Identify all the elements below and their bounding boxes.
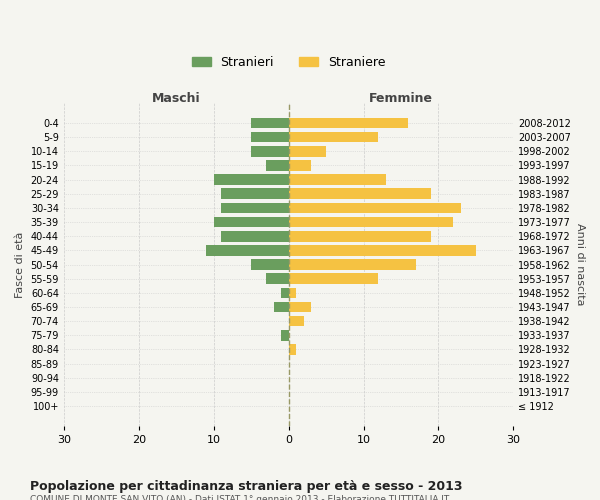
Bar <box>206 245 289 256</box>
Y-axis label: Fasce di età: Fasce di età <box>15 232 25 298</box>
Text: Maschi: Maschi <box>152 92 200 104</box>
Text: COMUNE DI MONTE SAN VITO (AN) - Dati ISTAT 1° gennaio 2013 - Elaborazione TUTTIT: COMUNE DI MONTE SAN VITO (AN) - Dati IST… <box>30 495 449 500</box>
Bar <box>289 132 379 142</box>
Bar <box>214 217 289 228</box>
Bar <box>289 344 296 354</box>
Bar <box>289 217 454 228</box>
Bar <box>221 188 289 199</box>
Bar <box>289 316 304 326</box>
Bar <box>281 330 289 340</box>
Bar <box>221 202 289 213</box>
Bar <box>274 302 289 312</box>
Bar <box>289 231 431 241</box>
Bar <box>221 231 289 241</box>
Bar <box>289 302 311 312</box>
Bar <box>289 245 476 256</box>
Y-axis label: Anni di nascita: Anni di nascita <box>575 224 585 306</box>
Bar <box>251 259 289 270</box>
Bar <box>289 274 379 284</box>
Bar <box>281 288 289 298</box>
Bar <box>214 174 289 185</box>
Bar <box>266 160 289 171</box>
Bar <box>251 132 289 142</box>
Bar <box>289 259 416 270</box>
Bar <box>266 274 289 284</box>
Bar <box>289 202 461 213</box>
Bar <box>251 118 289 128</box>
Text: Femmine: Femmine <box>369 92 433 104</box>
Bar <box>251 146 289 156</box>
Bar <box>289 118 409 128</box>
Legend: Stranieri, Straniere: Stranieri, Straniere <box>187 51 391 74</box>
Bar <box>289 160 311 171</box>
Bar <box>289 174 386 185</box>
Bar <box>289 188 431 199</box>
Bar <box>289 288 296 298</box>
Text: Popolazione per cittadinanza straniera per età e sesso - 2013: Popolazione per cittadinanza straniera p… <box>30 480 463 493</box>
Bar <box>289 146 326 156</box>
